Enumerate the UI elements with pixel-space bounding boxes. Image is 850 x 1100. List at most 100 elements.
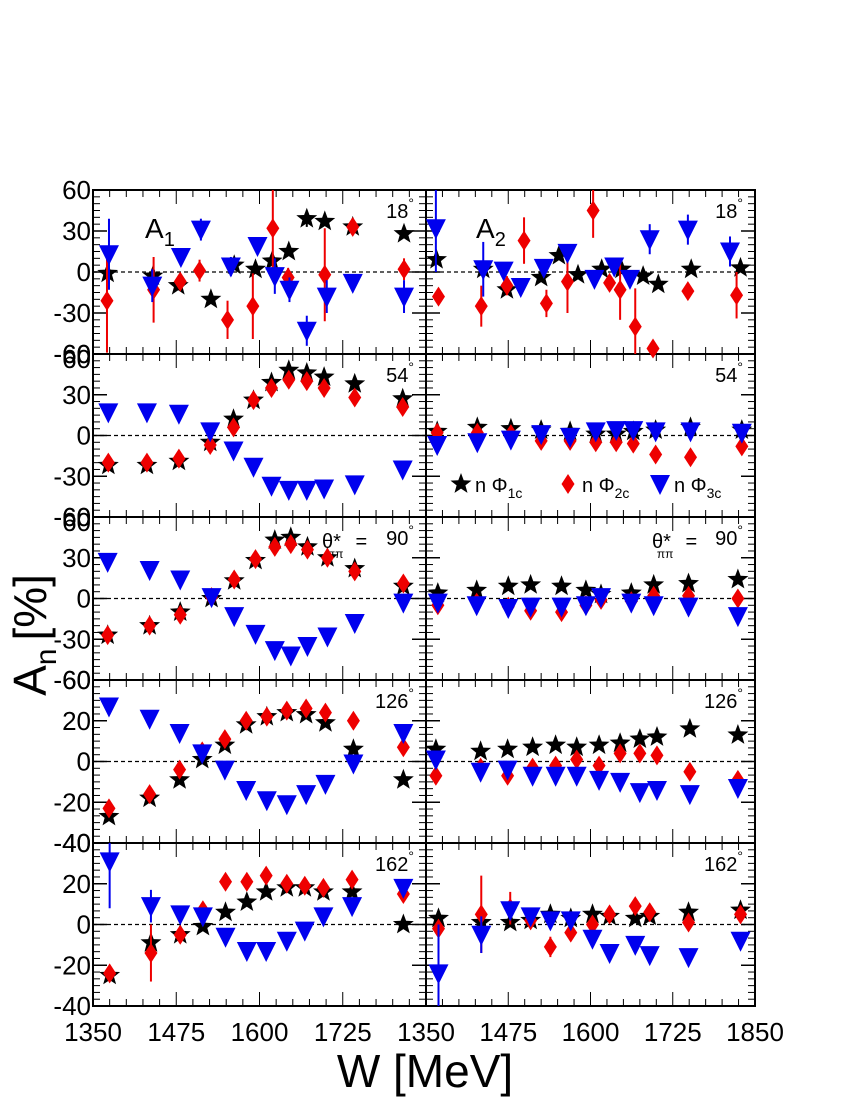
star-marker bbox=[392, 913, 414, 934]
triangle-marker bbox=[394, 287, 415, 308]
diamond-marker bbox=[300, 539, 314, 560]
angle-value: 54 bbox=[386, 365, 408, 387]
star-marker bbox=[629, 728, 651, 748]
degree-symbol: ° bbox=[737, 359, 743, 375]
triangle-marker bbox=[678, 597, 699, 618]
star-marker bbox=[575, 579, 597, 600]
diamond-marker bbox=[682, 912, 696, 933]
x-tick-label: 1475 bbox=[479, 1017, 537, 1047]
diamond-marker bbox=[543, 936, 557, 957]
diamond-marker bbox=[348, 561, 362, 582]
diamond-marker bbox=[317, 377, 331, 398]
star-marker bbox=[245, 258, 266, 279]
diamond-marker bbox=[646, 338, 660, 359]
triangle-marker bbox=[223, 441, 244, 462]
diamond-marker bbox=[609, 432, 623, 453]
triangle-marker bbox=[192, 907, 213, 928]
y-tick-label: 30 bbox=[62, 380, 91, 410]
col-label-main: A bbox=[145, 213, 164, 244]
y-tick-label: -60 bbox=[53, 665, 91, 695]
x-tick-label: 1725 bbox=[314, 1017, 372, 1047]
degree-symbol: ° bbox=[408, 848, 414, 864]
y-tick-label: -60 bbox=[53, 339, 91, 369]
triangle-marker bbox=[727, 607, 748, 628]
diamond-marker bbox=[100, 290, 114, 311]
triangle-marker bbox=[215, 927, 236, 948]
triangle-marker bbox=[280, 646, 301, 667]
star-marker bbox=[727, 568, 749, 589]
triangle-marker bbox=[467, 433, 488, 454]
diamond-marker bbox=[249, 549, 263, 570]
diamond-marker bbox=[643, 902, 657, 923]
star-marker bbox=[314, 210, 336, 231]
triangle-marker bbox=[316, 287, 337, 308]
triangle-marker bbox=[520, 597, 541, 618]
legend-sub: 1c bbox=[508, 485, 523, 501]
star-marker bbox=[551, 575, 572, 596]
triangle-marker bbox=[98, 403, 119, 424]
diamond-marker bbox=[227, 569, 241, 590]
y-tick-label: 0 bbox=[77, 421, 91, 451]
triangle-marker bbox=[619, 269, 640, 290]
angle-label: 90° bbox=[386, 522, 414, 550]
star-marker bbox=[215, 901, 236, 922]
triangle-marker bbox=[427, 436, 448, 457]
triangle-marker bbox=[313, 907, 334, 928]
star-marker bbox=[567, 263, 589, 284]
star-marker bbox=[393, 222, 415, 243]
diamond-marker bbox=[570, 749, 584, 770]
x-tick-label: 1350 bbox=[64, 1017, 122, 1047]
angle-value: 18 bbox=[386, 201, 408, 223]
legend-sub: 3c bbox=[707, 485, 722, 501]
triangle-marker bbox=[98, 245, 119, 266]
triangle-marker bbox=[236, 781, 257, 802]
triangle-marker bbox=[296, 321, 317, 342]
angle-value: 162 bbox=[704, 854, 737, 876]
diamond-marker bbox=[102, 798, 116, 819]
angle-value: 18 bbox=[715, 201, 737, 223]
triangle-marker bbox=[243, 457, 264, 478]
triangle-marker bbox=[136, 403, 157, 424]
legend-label: n Φ2c bbox=[582, 475, 629, 501]
y-tick-label: -30 bbox=[53, 624, 91, 654]
x-tick-label: 1725 bbox=[644, 1017, 702, 1047]
angle-label: 90° bbox=[715, 522, 743, 550]
diamond-marker bbox=[429, 765, 443, 786]
star-marker bbox=[679, 717, 701, 738]
triangle-marker bbox=[727, 778, 748, 799]
col-label-a2: A2 bbox=[476, 213, 506, 251]
legend-sub: 2c bbox=[615, 485, 630, 501]
legend-label: n Φ1c bbox=[475, 475, 522, 501]
diamond-marker bbox=[260, 706, 274, 727]
x-tick-label: 1850 bbox=[726, 1017, 784, 1047]
diamond-marker bbox=[173, 924, 187, 945]
star-marker bbox=[497, 738, 519, 759]
diamond-marker bbox=[193, 260, 207, 281]
star-marker bbox=[727, 724, 749, 744]
diamond-marker bbox=[628, 896, 642, 917]
y-tick-label: -30 bbox=[53, 298, 91, 328]
triangle-marker bbox=[392, 460, 413, 481]
triangle-marker bbox=[393, 723, 414, 744]
data-markers bbox=[97, 190, 753, 1006]
diamond-marker bbox=[346, 216, 360, 237]
diamond-marker bbox=[626, 433, 640, 454]
y-axis-title: An[%] bbox=[4, 574, 63, 696]
triangle-marker bbox=[730, 931, 751, 952]
diamond-marker bbox=[318, 264, 332, 285]
y-tick-label: -60 bbox=[53, 339, 91, 369]
triangle-marker bbox=[498, 599, 519, 620]
triangle-marker bbox=[575, 596, 596, 617]
y-tick-label: 60 bbox=[62, 507, 91, 537]
triangle-marker bbox=[276, 795, 297, 816]
theta-label-col2: θ* ππ = bbox=[652, 531, 697, 561]
star-marker bbox=[678, 901, 699, 922]
star-marker bbox=[200, 288, 222, 309]
angle-label: 18° bbox=[715, 195, 743, 223]
theta-main: θ* bbox=[322, 531, 341, 553]
angle-label: 126° bbox=[704, 685, 743, 713]
triangle-marker bbox=[139, 709, 160, 730]
diamond-marker bbox=[173, 759, 187, 780]
diamond-marker bbox=[246, 296, 260, 317]
y-tick-label: -30 bbox=[53, 461, 91, 491]
